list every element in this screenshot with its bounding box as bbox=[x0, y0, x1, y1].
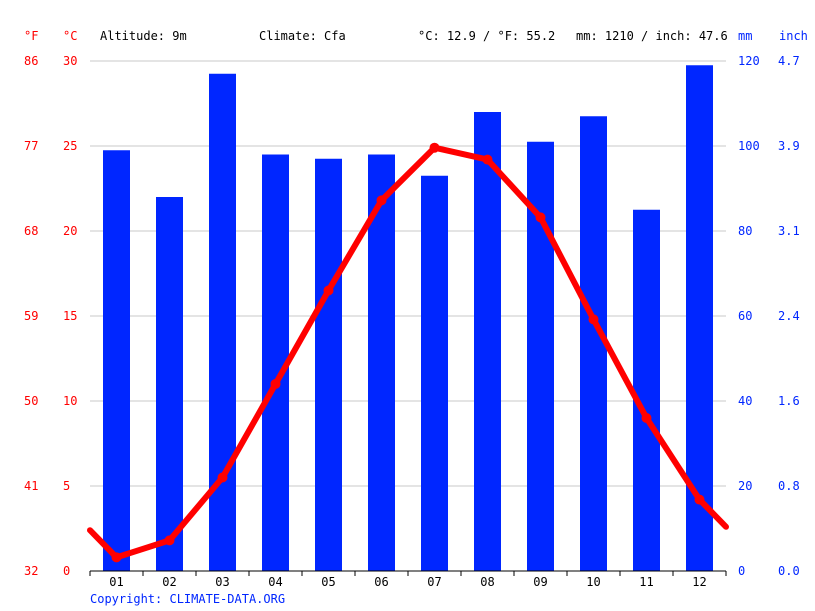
altitude-label: Altitude: 9m bbox=[100, 29, 187, 43]
temperature-point bbox=[323, 285, 334, 296]
grid-lines bbox=[90, 60, 726, 487]
tick-label-celsius: 15 bbox=[63, 309, 77, 323]
temperature-series-line bbox=[87, 144, 729, 561]
tick-label-fahrenheit: 86 bbox=[24, 54, 38, 68]
tick-label-inch: 3.1 bbox=[778, 224, 800, 238]
x-axis: 01 02 03 04 05 06 07 08 09 10 11 12 bbox=[89, 570, 727, 589]
temperature-point bbox=[270, 379, 281, 389]
tick-label-celsius: 30 bbox=[63, 54, 77, 68]
tick-label-mm: 40 bbox=[738, 394, 752, 408]
temperature-point bbox=[217, 472, 228, 483]
temperature-point bbox=[376, 195, 387, 206]
climate-label: Climate: Cfa bbox=[259, 29, 346, 43]
temperature-line bbox=[87, 142, 729, 563]
temperature-point bbox=[164, 535, 175, 546]
tick-label-mm: 80 bbox=[738, 224, 752, 238]
tick-label-inch: 1.6 bbox=[778, 394, 800, 408]
tick-label-inch: 0.0 bbox=[778, 564, 800, 578]
x-tick-label: 12 bbox=[692, 575, 706, 589]
tick-label-celsius: 5 bbox=[63, 479, 70, 493]
tick-label-inch: 2.4 bbox=[778, 309, 800, 323]
tick-label-celsius: 20 bbox=[63, 224, 77, 238]
precipitation-bar bbox=[315, 158, 342, 571]
x-tick-label: 11 bbox=[639, 575, 653, 589]
axis-labels: 32 0 41 5 50 10 59 15 68 20 77 25 86 30 0 0.0 20 0.8 40 1.6… bbox=[24, 54, 800, 578]
tick-label-fahrenheit: 59 bbox=[24, 309, 38, 323]
tick-label-celsius: 10 bbox=[63, 394, 77, 408]
precipitation-bar bbox=[156, 197, 183, 571]
x-tick-label: 05 bbox=[321, 575, 335, 589]
x-tick-label: 07 bbox=[427, 575, 441, 589]
tick-label-fahrenheit: 32 bbox=[24, 564, 38, 578]
temperature-point bbox=[111, 552, 122, 563]
temperature-point bbox=[641, 413, 652, 423]
precipitation-bar bbox=[474, 112, 501, 571]
x-tick-label: 01 bbox=[109, 575, 123, 589]
average-temperature-label: °C: 12.9 / °F: 55.2 bbox=[418, 29, 555, 43]
right-unit-mm: mm bbox=[738, 29, 752, 43]
x-tick-label: 10 bbox=[586, 575, 600, 589]
tick-label-fahrenheit: 77 bbox=[24, 139, 38, 153]
precipitation-bar bbox=[209, 73, 236, 571]
precipitation-bar bbox=[368, 154, 395, 571]
temperature-point bbox=[694, 494, 705, 505]
right-unit-inch: inch bbox=[779, 29, 808, 43]
tick-label-fahrenheit: 68 bbox=[24, 224, 38, 238]
tick-label-fahrenheit: 50 bbox=[24, 394, 38, 408]
left-unit-fahrenheit: °F bbox=[24, 29, 38, 43]
tick-label-mm: 100 bbox=[738, 139, 760, 153]
copyright-text: Copyright: CLIMATE-DATA.ORG bbox=[90, 592, 285, 606]
precipitation-bar bbox=[103, 150, 130, 571]
tick-label-inch: 4.7 bbox=[778, 54, 800, 68]
temperature-point bbox=[429, 142, 440, 153]
x-tick-label: 06 bbox=[374, 575, 388, 589]
annual-precipitation-label: mm: 1210 / inch: 47.6 bbox=[576, 29, 728, 43]
precipitation-bars bbox=[103, 65, 713, 571]
x-tick-label: 08 bbox=[480, 575, 494, 589]
tick-label-mm: 20 bbox=[738, 479, 752, 493]
tick-label-mm: 60 bbox=[738, 309, 752, 323]
temperature-point bbox=[482, 154, 493, 165]
tick-label-mm: 120 bbox=[738, 54, 760, 68]
precipitation-bar bbox=[580, 116, 607, 571]
tick-label-inch: 0.8 bbox=[778, 479, 800, 493]
temperature-point bbox=[588, 314, 599, 325]
x-tick-label: 09 bbox=[533, 575, 547, 589]
left-unit-celsius: °C bbox=[63, 29, 77, 43]
tick-label-fahrenheit: 41 bbox=[24, 479, 38, 493]
tick-label-inch: 3.9 bbox=[778, 139, 800, 153]
tick-label-celsius: 25 bbox=[63, 139, 77, 153]
tick-label-celsius: 0 bbox=[63, 564, 70, 578]
precipitation-bar bbox=[421, 175, 448, 571]
x-tick-label: 02 bbox=[162, 575, 176, 589]
temperature-point bbox=[535, 212, 546, 223]
x-tick-label: 04 bbox=[268, 575, 282, 589]
x-tick-label: 03 bbox=[215, 575, 229, 589]
precipitation-bar bbox=[633, 209, 660, 571]
tick-label-mm: 0 bbox=[738, 564, 745, 578]
